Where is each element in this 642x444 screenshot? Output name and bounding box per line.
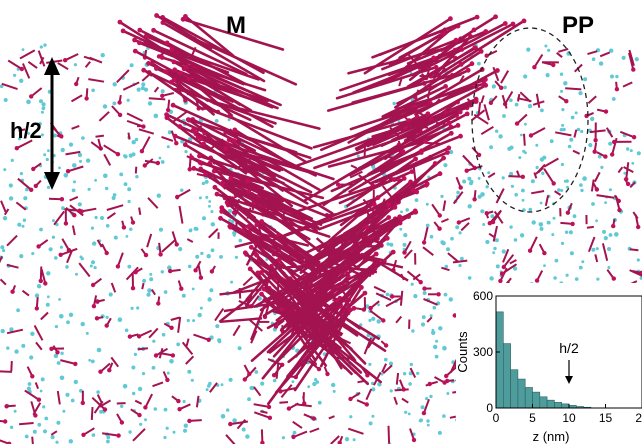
y-tick-label: 300 [473,345,493,359]
arrow-down-icon [565,376,573,384]
region-label-pp: PP [562,12,595,39]
histogram-bar [561,403,570,409]
x-tick-label: 15 [599,411,613,425]
x-tick-label: 0 [493,411,500,425]
dashed-region-ellipse [471,27,589,213]
arrow-up-icon [44,57,60,75]
histogram-bar [539,396,548,409]
histogram-chart: 0 5 10 15 20 0 300 600 Counts z (nm) h/2 [455,289,642,444]
histogram-bar [510,369,519,409]
x-ticks: 0 5 10 15 20 [493,404,642,425]
y-ticks: 0 300 600 [473,289,500,415]
histogram-annotation: h/2 [559,340,579,356]
ring-rod-field [0,13,642,444]
histogram-bar [554,402,563,409]
y-tick-label: 600 [473,289,493,303]
depth-histogram-inset: 0 5 10 15 20 0 300 600 Counts z (nm) h/2 [455,283,642,444]
histogram-bar [495,311,504,409]
y-tick-label: 0 [486,401,493,415]
histogram-bar [524,387,533,409]
depth-arrow [44,57,60,190]
half-depth-label: h/2 [10,118,42,143]
histogram-bar [502,343,511,409]
y-axis-label: Counts [456,331,470,373]
histogram-bar [532,391,541,409]
region-label-m: M [226,12,246,39]
histogram-bar [546,399,555,409]
x-tick-label: 5 [529,411,536,425]
x-tick-label: 10 [562,411,576,425]
histogram-bar [517,378,526,409]
x-axis-label: z (nm) [533,429,570,444]
arrow-down-icon [44,172,60,190]
x-tick-label: 20 [635,411,642,425]
histogram-bars [495,311,592,409]
